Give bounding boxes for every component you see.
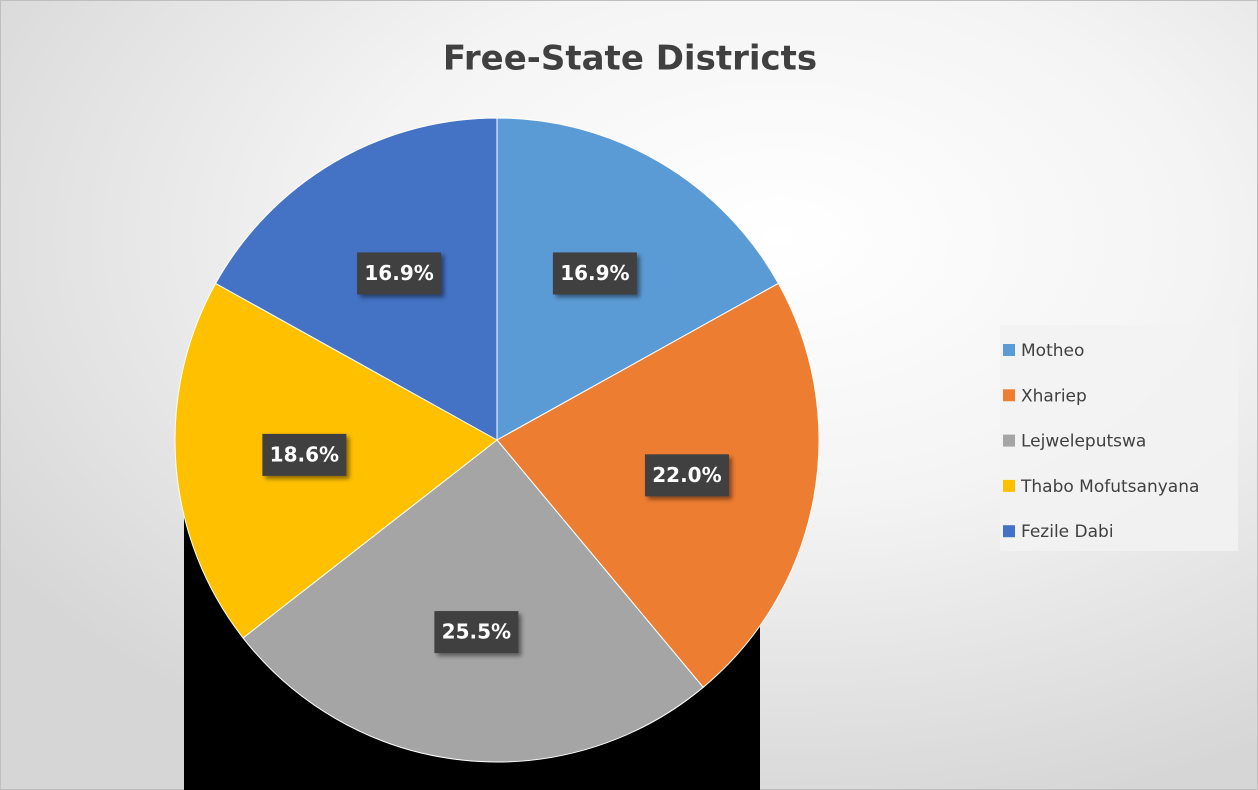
- data-label-box: [552, 252, 637, 295]
- data-label: 16.9%: [364, 261, 433, 285]
- legend-swatch: [1003, 525, 1015, 538]
- legend-label: Motheo: [1021, 341, 1084, 361]
- data-label-box: [434, 611, 519, 654]
- chart-title: Free-State Districts: [443, 39, 817, 79]
- legend-box: [1000, 325, 1238, 551]
- data-label-box: [644, 454, 729, 497]
- legend-label: Thabo Mofutsanyana: [1020, 477, 1199, 497]
- pie-slice: [242, 439, 704, 763]
- data-label: 16.9%: [560, 261, 629, 285]
- data-label-box: [357, 252, 442, 295]
- legend-swatch: [1003, 434, 1015, 447]
- pie-slice: [214, 117, 498, 441]
- data-label-box: [262, 433, 347, 476]
- legend-swatch: [1003, 344, 1015, 356]
- legend-swatch: [1003, 389, 1015, 402]
- legend-label: Fezile Dabi: [1021, 522, 1114, 542]
- legend-label: Xhariep: [1021, 386, 1087, 406]
- legend: Motheo Xhariep Lejweleputswa Thabo Mofutsan…: [1003, 341, 1199, 542]
- legend-swatch: [1003, 479, 1015, 492]
- data-labels: 16.9% 22.0% 25.5% 18.6% 16.9%: [262, 252, 729, 654]
- data-label: 25.5%: [442, 620, 511, 644]
- legend-label: Lejweleputswa: [1021, 432, 1146, 452]
- data-label: 22.0%: [652, 463, 721, 487]
- pie-slice: [496, 117, 780, 441]
- data-label: 18.6%: [270, 442, 339, 466]
